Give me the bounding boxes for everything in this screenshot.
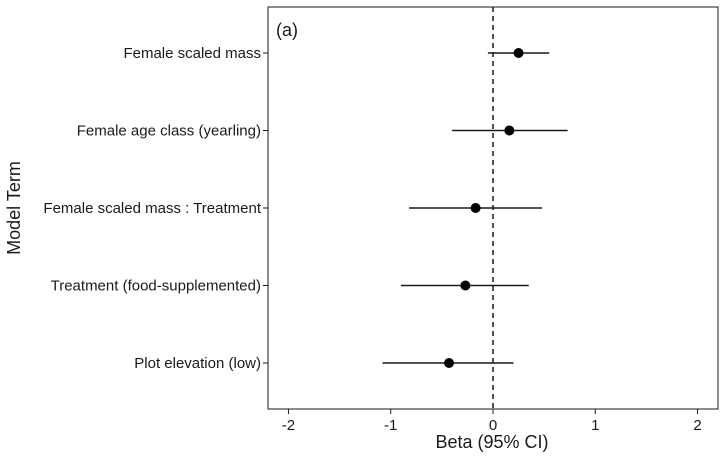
estimate-point <box>460 280 471 291</box>
plot-panel-border <box>267 6 719 410</box>
y-tick-label: Plot elevation (low) <box>134 355 261 372</box>
x-tick-label: -1 <box>384 417 397 434</box>
y-tick-label: Female scaled mass : Treatment <box>43 200 261 217</box>
estimate-point <box>513 48 524 58</box>
y-tick-label: Treatment (food-supplemented) <box>51 278 261 295</box>
x-tick-label: 0 <box>489 417 497 434</box>
x-tick-label: 1 <box>591 417 599 434</box>
y-tick-label: Female scaled mass <box>123 45 261 62</box>
y-tick-label: Female age class (yearling) <box>77 123 261 140</box>
estimate-point <box>470 203 481 213</box>
x-tick-label: -2 <box>282 417 295 434</box>
axis-layer: -2 -1 0 1 2 Female scaled mass Female age clas… <box>43 45 701 434</box>
y-axis-title: Model Term <box>4 161 24 255</box>
estimate-point <box>444 358 455 368</box>
estimate-point <box>504 125 515 136</box>
panel-label: (a) <box>276 20 298 40</box>
x-tick-label: 2 <box>693 417 701 434</box>
plot-data-layer <box>382 7 568 409</box>
x-axis-title: Beta (95% CI) <box>435 432 548 452</box>
